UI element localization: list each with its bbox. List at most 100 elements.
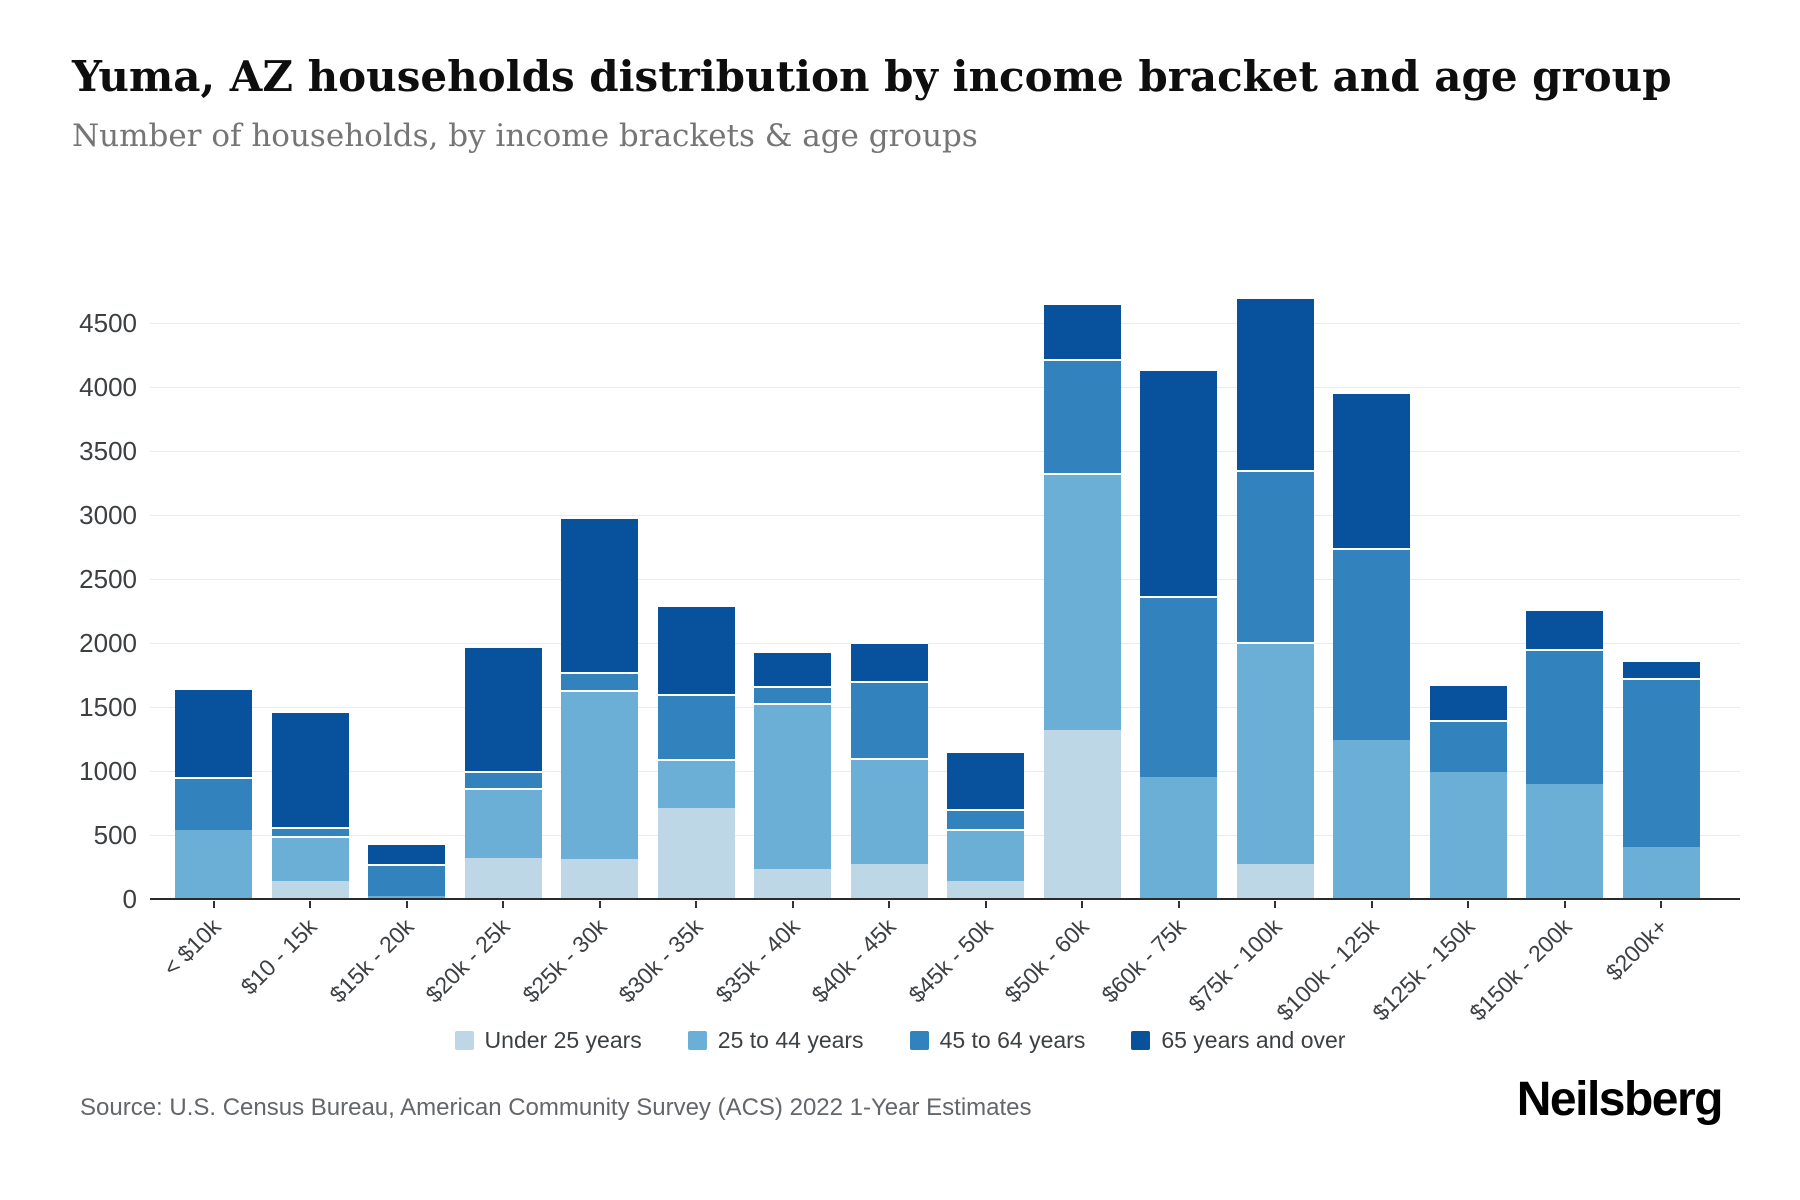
bar-segment[interactable]	[850, 641, 928, 682]
bar-segment[interactable]	[1429, 719, 1507, 773]
bar-segment[interactable]	[561, 858, 638, 899]
source-attribution: Source: U.S. Census Bureau, American Com…	[80, 1094, 1032, 1121]
bar-segment[interactable]	[1526, 783, 1603, 899]
bar-segment[interactable]	[1140, 369, 1217, 596]
bar-segment[interactable]	[175, 687, 252, 778]
bar-segment[interactable]	[271, 827, 349, 837]
bar-segment[interactable]	[175, 777, 252, 830]
gridline	[150, 322, 1740, 324]
legend-item-label: 25 to 44 years	[717, 1026, 864, 1053]
gridline	[150, 386, 1740, 388]
x-axis-tick	[1563, 901, 1566, 908]
bar-segment[interactable]	[1043, 302, 1121, 359]
legend-item-label: Under 25 years	[484, 1026, 642, 1053]
x-axis-line	[150, 898, 1740, 900]
bar-segment[interactable]	[1333, 740, 1410, 899]
bar-segment[interactable]	[850, 757, 928, 865]
bar-segment[interactable]	[1622, 846, 1700, 899]
bar-segment[interactable]	[464, 771, 542, 789]
y-axis-tick-label: 2500	[79, 564, 137, 594]
gridline	[150, 578, 1740, 580]
bar-segment[interactable]	[754, 702, 831, 869]
x-axis-tick	[888, 901, 890, 908]
bar-segment[interactable]	[1526, 648, 1603, 784]
bar-segment[interactable]	[657, 759, 735, 809]
legend-swatch	[909, 1030, 929, 1050]
x-axis-tick	[1274, 901, 1276, 908]
bar-segment[interactable]	[657, 604, 735, 695]
y-axis-tick-label: 4000	[79, 372, 137, 402]
y-axis-tick-label: 3000	[79, 500, 137, 530]
x-axis-tick	[1081, 901, 1083, 908]
bar-segment[interactable]	[1526, 609, 1603, 649]
bar-segment[interactable]	[271, 710, 349, 828]
bar-segment[interactable]	[464, 858, 542, 899]
bar-segment[interactable]	[1333, 392, 1410, 549]
bar-segment[interactable]	[754, 868, 831, 899]
bar-segment[interactable]	[754, 685, 831, 703]
bar-segment[interactable]	[1236, 641, 1314, 865]
bar-segment[interactable]	[368, 864, 445, 897]
gridline	[150, 706, 1740, 708]
legend-item[interactable]: 45 to 64 years	[909, 1027, 1085, 1054]
page-subtitle: Number of households, by income brackets…	[72, 118, 978, 154]
bar-segment[interactable]	[561, 516, 638, 672]
legend-swatch	[1131, 1030, 1151, 1050]
x-axis-tick	[791, 901, 794, 908]
legend-item[interactable]: Under 25 years	[454, 1026, 642, 1054]
x-axis-tick	[695, 901, 697, 908]
bar-segment[interactable]	[175, 829, 252, 899]
bar-segment[interactable]	[1140, 777, 1217, 899]
bar-segment[interactable]	[1043, 730, 1121, 899]
x-axis-tick	[1177, 901, 1180, 908]
bar-segment[interactable]	[850, 681, 928, 758]
x-axis-tick	[984, 901, 987, 908]
bar-segment[interactable]	[754, 651, 831, 686]
bar-segment[interactable]	[1429, 772, 1507, 899]
bar-segment[interactable]	[947, 750, 1024, 810]
bar-segment[interactable]	[947, 881, 1024, 899]
bar-segment[interactable]	[1429, 683, 1507, 720]
y-axis-tick-label: 500	[93, 820, 137, 850]
bar-segment[interactable]	[464, 788, 542, 859]
bar-segment[interactable]	[271, 836, 349, 882]
page-title: Yuma, AZ households distribution by inco…	[72, 52, 1672, 101]
gridline	[150, 834, 1740, 836]
bar-segment[interactable]	[368, 842, 445, 865]
bar-segment[interactable]	[368, 896, 445, 899]
gridline	[150, 514, 1740, 516]
legend-item-label: 65 years and over	[1161, 1026, 1346, 1053]
bar-segment[interactable]	[1140, 595, 1217, 778]
legend-swatch	[454, 1030, 474, 1050]
x-axis-tick	[1467, 901, 1469, 908]
legend-item[interactable]: 25 to 44 years	[687, 1026, 864, 1054]
bar-segment[interactable]	[1236, 470, 1314, 642]
bar-segment[interactable]	[561, 671, 638, 691]
bar-segment[interactable]	[947, 809, 1024, 830]
legend-item[interactable]: 65 years and over	[1131, 1027, 1345, 1054]
y-axis-tick-label: 1500	[79, 692, 137, 722]
bar-segment[interactable]	[657, 694, 735, 760]
x-axis-tick	[309, 901, 311, 908]
x-axis-tick	[1370, 901, 1373, 908]
bar-segment[interactable]	[271, 881, 349, 899]
bar-segment[interactable]	[1236, 864, 1314, 899]
bar-segment[interactable]	[464, 645, 542, 771]
y-axis-tick-label: 2000	[79, 628, 137, 658]
bar-segment[interactable]	[1622, 677, 1700, 847]
bar-segment[interactable]	[947, 829, 1024, 882]
y-axis-tick-label: 0	[122, 884, 137, 914]
bar-segment[interactable]	[1043, 473, 1121, 731]
bar-segment[interactable]	[561, 690, 638, 859]
bar-segment[interactable]	[850, 864, 928, 899]
y-axis-tick-label: 1000	[79, 756, 137, 786]
bar-segment[interactable]	[1043, 358, 1121, 474]
bar-segment[interactable]	[1333, 548, 1410, 741]
bar-segment[interactable]	[1236, 297, 1314, 471]
x-axis-tick	[598, 901, 601, 908]
legend-swatch	[687, 1030, 707, 1050]
bar-segment[interactable]	[657, 808, 735, 899]
x-axis-tick	[502, 901, 504, 908]
bar-segment[interactable]	[1622, 660, 1700, 678]
